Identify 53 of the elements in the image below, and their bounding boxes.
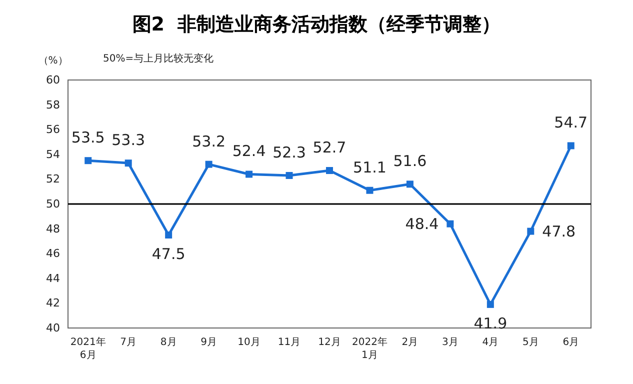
x-tick-label: 12月: [318, 337, 341, 348]
x-tick-label: 2022年 1月: [352, 336, 388, 361]
x-tick-label: 6月: [562, 337, 580, 348]
chart-title: 图2 非制造业商务活动指数（经季节调整）: [132, 14, 501, 36]
y-tick-label: 52: [46, 172, 60, 186]
point: [366, 186, 374, 194]
data-label: 48.4: [405, 214, 439, 233]
x-tick-label: 7月: [120, 337, 137, 348]
y-tick-label: 50: [46, 198, 60, 210]
x-tick-label: 2月: [402, 337, 418, 348]
y-tick-label: 60: [46, 74, 60, 86]
point: [406, 180, 414, 188]
x-tick-label: 2021年 6月: [70, 336, 106, 361]
x-tick-label: 5月: [522, 337, 539, 348]
point: [205, 160, 212, 168]
data-label: 51.1: [353, 158, 386, 176]
point: [527, 228, 534, 235]
y-tick-label: 54: [46, 148, 60, 161]
data-label: 52.3: [272, 143, 306, 162]
point: [567, 142, 574, 150]
data-label: 41.9: [474, 314, 508, 332]
data-label: 53.2: [192, 132, 226, 150]
y-tick-label: 40: [46, 322, 60, 334]
data-label: 53.3: [112, 131, 146, 150]
y-tick-label: 48: [46, 222, 60, 236]
point: [246, 170, 253, 178]
y-tick-label: 46: [46, 247, 60, 260]
data-label: 52.7: [312, 138, 346, 157]
data-label: 47.5: [152, 245, 186, 263]
x-tick-label: 4月: [482, 337, 499, 348]
y-tick-label: 42: [46, 296, 60, 310]
point: [326, 167, 333, 174]
y-tick-label: 56: [46, 123, 60, 136]
data-label: 52.4: [232, 142, 266, 160]
data-label: 53.5: [71, 128, 105, 147]
y-tick-label: 58: [46, 98, 60, 112]
x-tick-label: 9月: [200, 337, 217, 348]
point: [84, 157, 92, 164]
data-label: 47.8: [542, 222, 576, 240]
x-tick-label: 3月: [442, 337, 458, 348]
point: [446, 220, 454, 228]
y-tick-label: 44: [46, 272, 60, 285]
point: [165, 232, 172, 238]
point: [286, 172, 293, 179]
y-axis-title: （%）: [38, 56, 68, 66]
x-tick-label: 10月: [238, 337, 260, 348]
x-tick-label: 8月: [160, 337, 177, 348]
x-tick-label: 11月: [278, 337, 301, 348]
data-label: 54.7: [554, 114, 588, 132]
point: [124, 160, 132, 167]
text: 50%=与上月比较无变化: [103, 52, 214, 64]
data-label: 51.6: [393, 152, 427, 170]
point: [486, 300, 494, 308]
